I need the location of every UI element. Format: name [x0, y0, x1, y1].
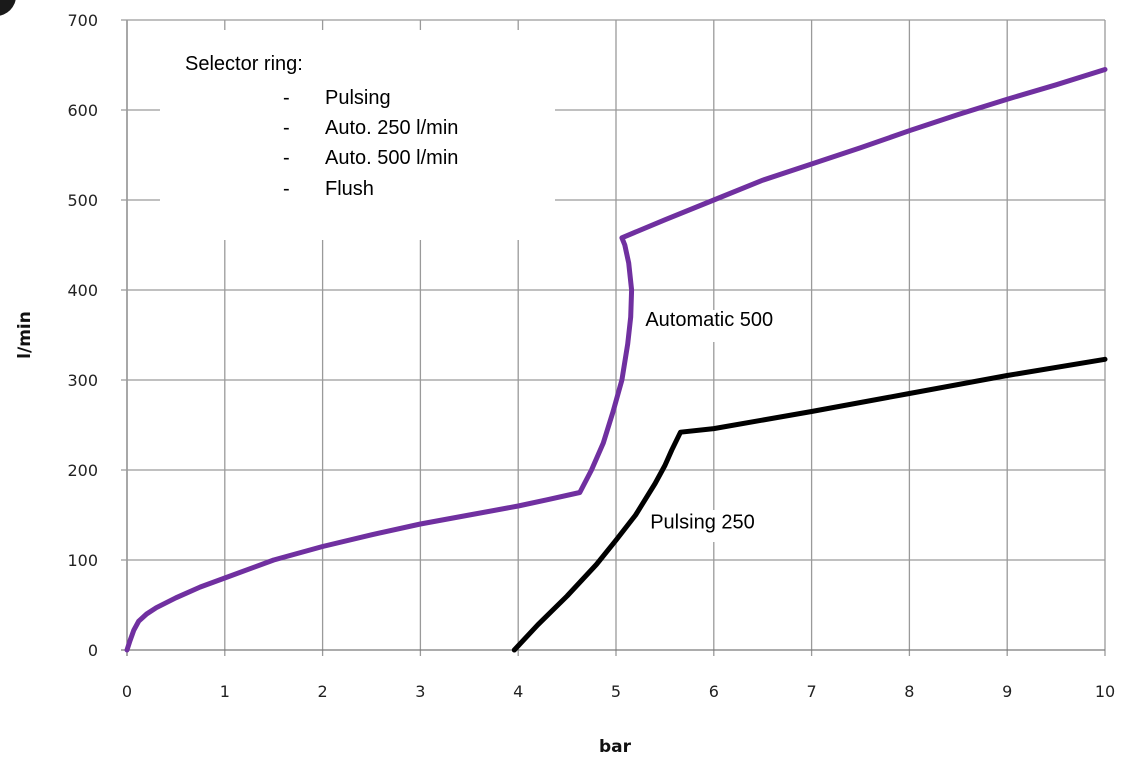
annotation-pulsing-250-backdrop — [643, 510, 768, 542]
selector-note: Selector ring: - Pulsing - Auto. 250 l/m… — [185, 53, 458, 200]
x-tick-label: 8 — [904, 682, 914, 701]
y-tick-label: 400 — [67, 281, 98, 300]
annotation-automatic-500: Automatic 500 — [645, 309, 773, 331]
selector-dash: - — [283, 147, 290, 169]
selector-item-pulsing: Pulsing — [325, 87, 391, 109]
x-tick-label: 10 — [1095, 682, 1115, 701]
x-tick-label: 6 — [709, 682, 719, 701]
y-tick-label: 200 — [67, 461, 98, 480]
annotation-labels: Automatic 500 Pulsing 250 — [640, 309, 790, 542]
y-tick-label: 300 — [67, 371, 98, 390]
x-tick-label: 0 — [122, 682, 132, 701]
x-tick-label: 1 — [220, 682, 230, 701]
selector-note-title: Selector ring: — [185, 53, 303, 75]
y-tick-label: 0 — [88, 641, 98, 660]
x-tick-label: 3 — [415, 682, 425, 701]
series-layer — [124, 67, 1108, 653]
annotation-pulsing-250: Pulsing 250 — [650, 512, 755, 534]
selector-dash: - — [283, 87, 290, 109]
selector-note-box — [160, 30, 555, 240]
corner-mark — [0, 0, 16, 16]
selector-item-flush: Flush — [325, 178, 374, 200]
x-axis-title: bar — [599, 737, 632, 757]
x-tick-label: 7 — [807, 682, 817, 701]
x-tick-label: 5 — [611, 682, 621, 701]
y-tick-label: 700 — [67, 11, 98, 30]
y-tick-label: 500 — [67, 191, 98, 210]
series-line-automatic-500 — [124, 67, 1108, 653]
selector-item-auto-500: Auto. 500 l/min — [325, 147, 458, 169]
grid-layer — [121, 19, 1106, 656]
selector-dash: - — [283, 178, 290, 200]
x-tick-label: 2 — [318, 682, 328, 701]
y-tick-label: 600 — [67, 101, 98, 120]
y-axis-title: l/min — [15, 311, 35, 359]
selector-dash: - — [283, 117, 290, 139]
annotation-automatic-500-backdrop — [640, 310, 790, 342]
x-tick-label: 4 — [513, 682, 523, 701]
y-tick-label: 100 — [67, 551, 98, 570]
selector-item-auto-250: Auto. 250 l/min — [325, 117, 458, 139]
series-line-pulsing-250 — [511, 356, 1108, 653]
x-tick-label: 9 — [1002, 682, 1012, 701]
